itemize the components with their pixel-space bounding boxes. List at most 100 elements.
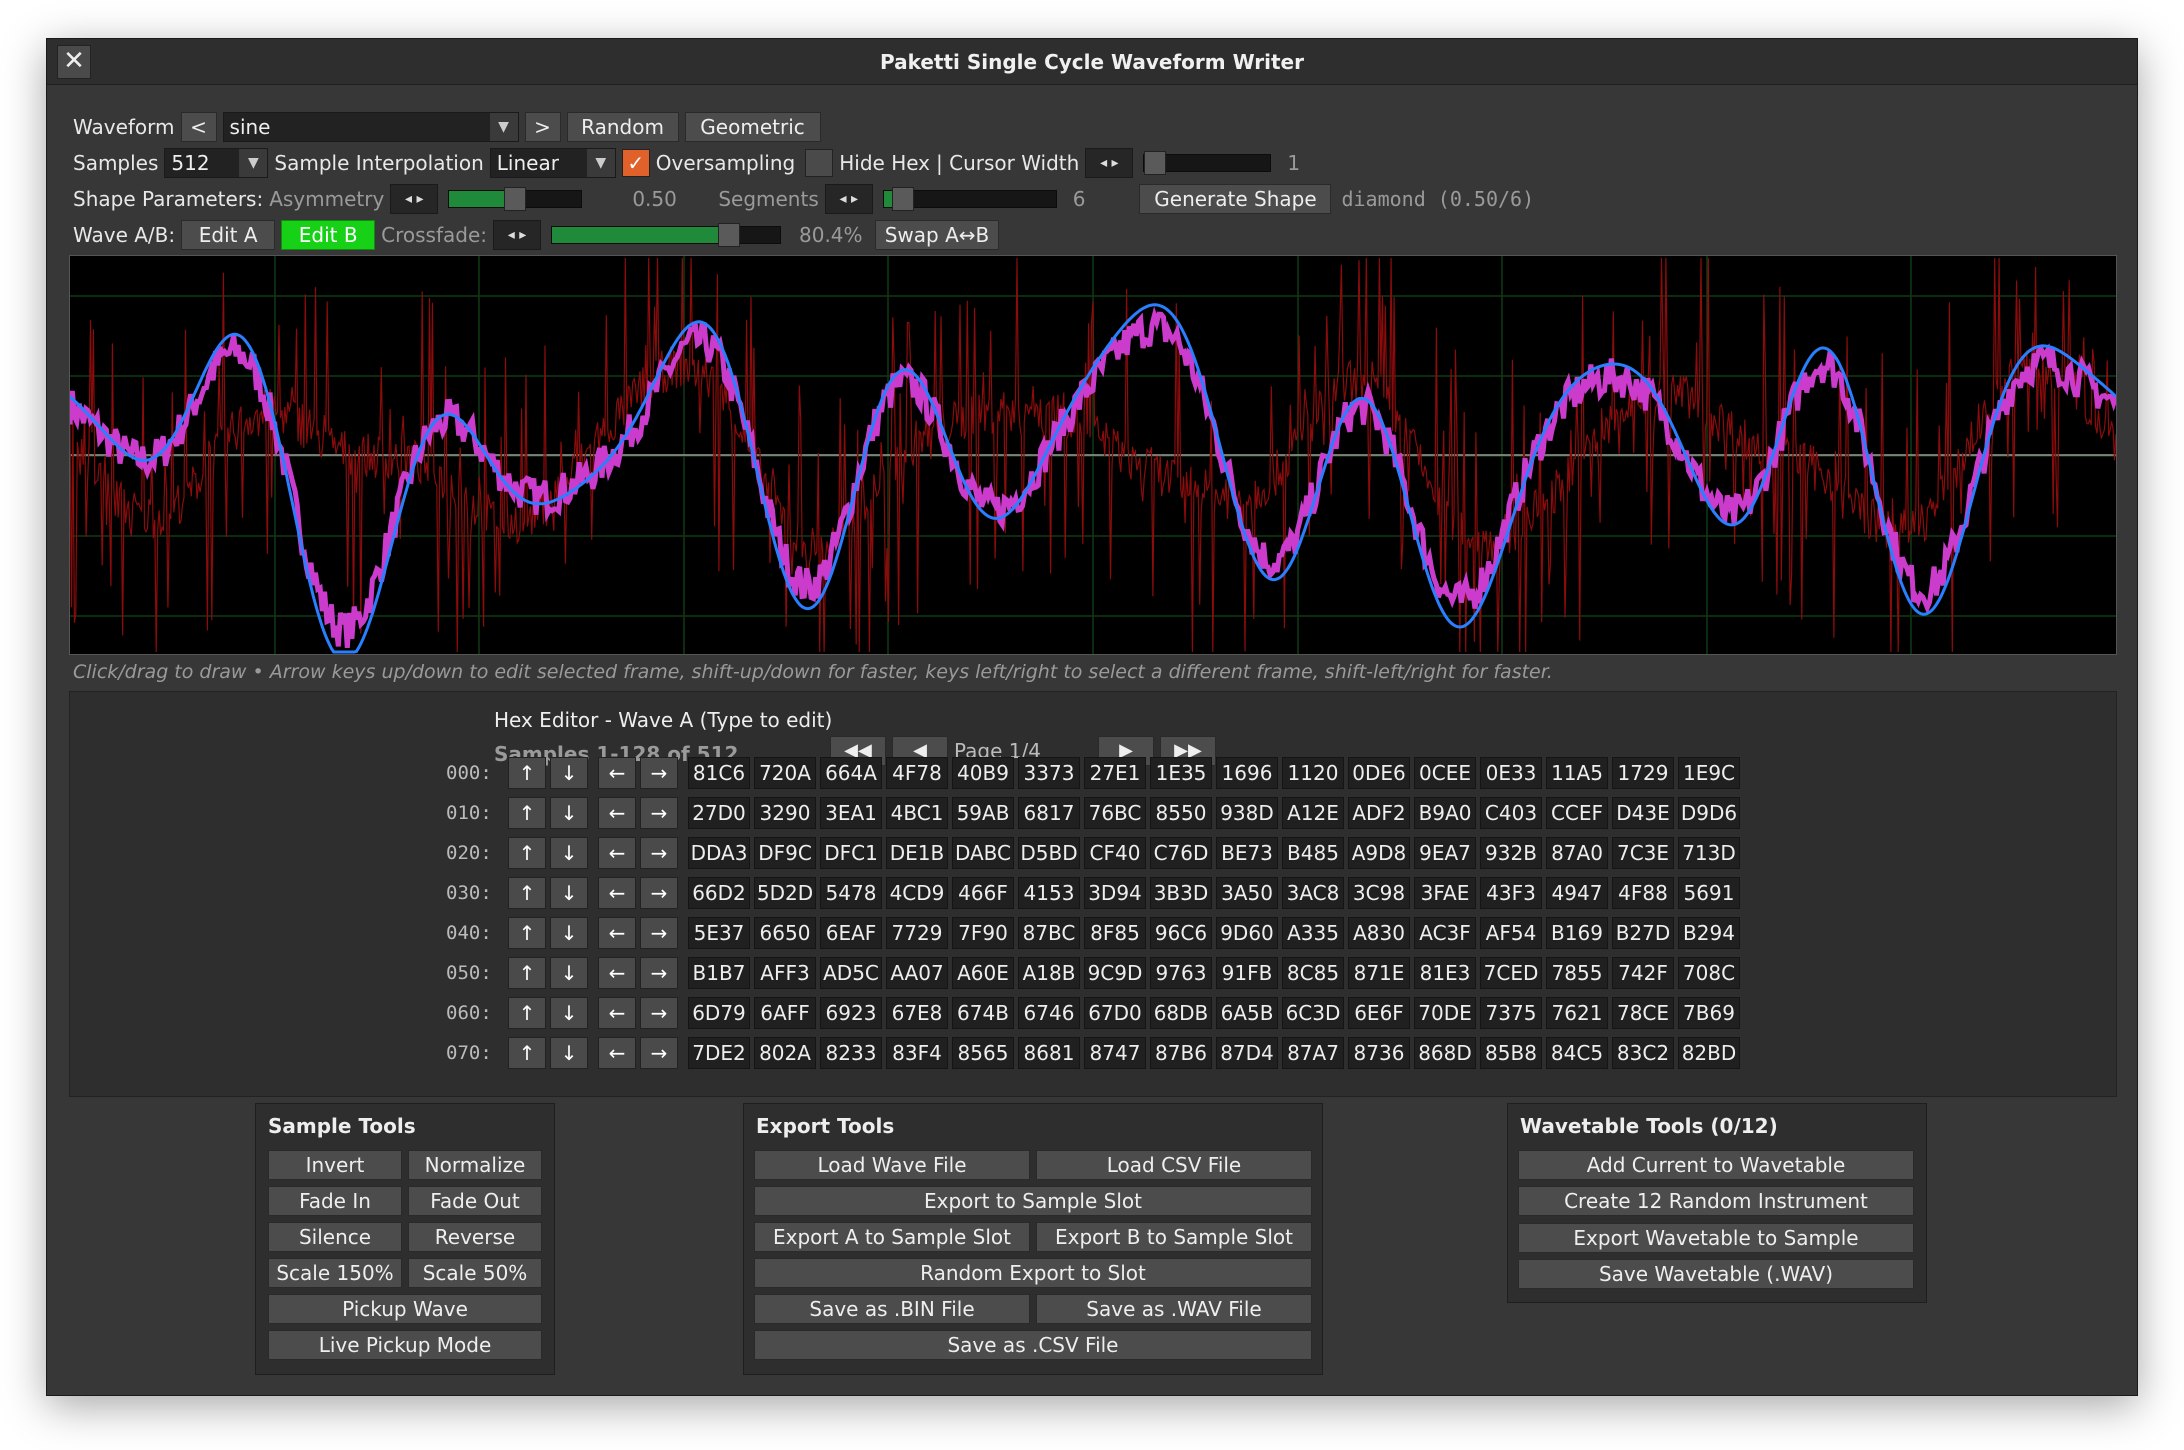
invert-button[interactable]: Invert bbox=[268, 1150, 402, 1180]
hex-cell[interactable]: 8550 bbox=[1150, 797, 1212, 829]
random-button[interactable]: Random bbox=[566, 112, 679, 142]
shift-right-button[interactable]: → bbox=[640, 1037, 678, 1069]
pickup-wave-button[interactable]: Pickup Wave bbox=[268, 1294, 542, 1324]
shift-left-button[interactable]: ← bbox=[598, 797, 636, 829]
waveform-canvas[interactable] bbox=[67, 255, 2119, 655]
hex-cell[interactable]: 713D bbox=[1678, 837, 1740, 869]
hex-cell[interactable]: 68DB bbox=[1150, 997, 1212, 1029]
hex-cell[interactable]: 8233 bbox=[820, 1037, 882, 1069]
hex-cell[interactable]: A830 bbox=[1348, 917, 1410, 949]
hex-cell[interactable]: 7375 bbox=[1480, 997, 1542, 1029]
export-a-button[interactable]: Export A to Sample Slot bbox=[754, 1222, 1030, 1252]
hex-cell[interactable]: 7DE2 bbox=[688, 1037, 750, 1069]
hex-cell[interactable]: 6AFF bbox=[754, 997, 816, 1029]
shift-left-button[interactable]: ← bbox=[598, 757, 636, 789]
decrease-button[interactable]: ↓ bbox=[550, 957, 588, 989]
hex-cell[interactable]: B294 bbox=[1678, 917, 1740, 949]
asymmetry-rotary[interactable]: ◂ ▸ bbox=[390, 184, 439, 214]
reverse-button[interactable]: Reverse bbox=[408, 1222, 542, 1252]
hex-cell[interactable]: 4BC1 bbox=[886, 797, 948, 829]
slider-knob[interactable] bbox=[1144, 151, 1167, 175]
hex-cell[interactable]: 8C85 bbox=[1282, 957, 1344, 989]
hex-cell[interactable]: 9C9D bbox=[1084, 957, 1146, 989]
random-export-button[interactable]: Random Export to Slot bbox=[754, 1258, 1312, 1288]
fade-in-button[interactable]: Fade In bbox=[268, 1186, 402, 1216]
hex-cell[interactable]: 67D0 bbox=[1084, 997, 1146, 1029]
cursor-width-rotary[interactable]: ◂ ▸ bbox=[1085, 148, 1134, 178]
hex-cell[interactable]: 6650 bbox=[754, 917, 816, 949]
hex-cell[interactable]: 708C bbox=[1678, 957, 1740, 989]
save-wav-button[interactable]: Save as .WAV File bbox=[1036, 1294, 1312, 1324]
shift-left-button[interactable]: ← bbox=[598, 917, 636, 949]
hex-cell[interactable]: 67E8 bbox=[886, 997, 948, 1029]
prev-waveform-button[interactable]: < bbox=[180, 112, 217, 142]
hex-cell[interactable]: 8F85 bbox=[1084, 917, 1146, 949]
crossfade-slider[interactable] bbox=[551, 223, 781, 247]
hex-cell[interactable]: 868D bbox=[1414, 1037, 1476, 1069]
hex-cell[interactable]: 6A5B bbox=[1216, 997, 1278, 1029]
hex-cell[interactable]: 76BC bbox=[1084, 797, 1146, 829]
generate-shape-button[interactable]: Generate Shape bbox=[1139, 184, 1332, 214]
hex-cell[interactable]: 84C5 bbox=[1546, 1037, 1608, 1069]
hex-cell[interactable]: 9763 bbox=[1150, 957, 1212, 989]
hex-cell[interactable]: A9D8 bbox=[1348, 837, 1410, 869]
crossfade-rotary[interactable]: ◂ ▸ bbox=[493, 220, 541, 250]
hex-cell[interactable]: 674B bbox=[952, 997, 1014, 1029]
hex-cell[interactable]: 3FAE bbox=[1414, 877, 1476, 909]
decrease-button[interactable]: ↓ bbox=[550, 877, 588, 909]
shift-left-button[interactable]: ← bbox=[598, 1037, 636, 1069]
hex-cell[interactable]: B9A0 bbox=[1414, 797, 1476, 829]
hex-cell[interactable]: 720A bbox=[754, 757, 816, 789]
hex-cell[interactable]: D43E bbox=[1612, 797, 1674, 829]
hex-cell[interactable]: 4947 bbox=[1546, 877, 1608, 909]
hex-cell[interactable]: 3AC8 bbox=[1282, 877, 1344, 909]
hex-cell[interactable]: 87D4 bbox=[1216, 1037, 1278, 1069]
hex-cell[interactable]: 3290 bbox=[754, 797, 816, 829]
increase-button[interactable]: ↑ bbox=[508, 757, 546, 789]
increase-button[interactable]: ↑ bbox=[508, 917, 546, 949]
hex-cell[interactable]: DE1B bbox=[886, 837, 948, 869]
hex-cell[interactable]: 78CE bbox=[1612, 997, 1674, 1029]
increase-button[interactable]: ↑ bbox=[508, 1037, 546, 1069]
hex-cell[interactable]: 87A0 bbox=[1546, 837, 1608, 869]
hex-cell[interactable]: 8736 bbox=[1348, 1037, 1410, 1069]
increase-button[interactable]: ↑ bbox=[508, 957, 546, 989]
hex-cell[interactable]: 7B69 bbox=[1678, 997, 1740, 1029]
next-waveform-button[interactable]: > bbox=[524, 112, 561, 142]
add-to-wavetable-button[interactable]: Add Current to Wavetable bbox=[1518, 1150, 1914, 1180]
hex-cell[interactable]: 6817 bbox=[1018, 797, 1080, 829]
hex-cell[interactable]: 0CEE bbox=[1414, 757, 1476, 789]
hex-cell[interactable]: AA07 bbox=[886, 957, 948, 989]
hex-cell[interactable]: 81C6 bbox=[688, 757, 750, 789]
decrease-button[interactable]: ↓ bbox=[550, 837, 588, 869]
swap-ab-button[interactable]: Swap A↔B bbox=[875, 220, 999, 250]
hex-cell[interactable]: A18B bbox=[1018, 957, 1080, 989]
hex-cell[interactable]: 0E33 bbox=[1480, 757, 1542, 789]
slider-knob[interactable] bbox=[891, 187, 914, 211]
export-wavetable-button[interactable]: Export Wavetable to Sample bbox=[1518, 1223, 1914, 1253]
hex-cell[interactable]: 9EA7 bbox=[1414, 837, 1476, 869]
hex-cell[interactable]: 87A7 bbox=[1282, 1037, 1344, 1069]
hex-cell[interactable]: 742F bbox=[1612, 957, 1674, 989]
save-bin-button[interactable]: Save as .BIN File bbox=[754, 1294, 1030, 1324]
hide-hex-checkbox[interactable] bbox=[805, 149, 834, 177]
hex-cell[interactable]: 932B bbox=[1480, 837, 1542, 869]
hex-cell[interactable]: 7CED bbox=[1480, 957, 1542, 989]
edit-b-button[interactable]: Edit B bbox=[281, 220, 376, 250]
hex-cell[interactable]: 4CD9 bbox=[886, 877, 948, 909]
hex-cell[interactable]: 5D2D bbox=[754, 877, 816, 909]
shift-right-button[interactable]: → bbox=[640, 997, 678, 1029]
hex-cell[interactable]: 91FB bbox=[1216, 957, 1278, 989]
hex-cell[interactable]: 3EA1 bbox=[820, 797, 882, 829]
decrease-button[interactable]: ↓ bbox=[550, 757, 588, 789]
hex-cell[interactable]: 8747 bbox=[1084, 1037, 1146, 1069]
normalize-button[interactable]: Normalize bbox=[408, 1150, 542, 1180]
live-pickup-button[interactable]: Live Pickup Mode bbox=[268, 1330, 542, 1360]
waveform-plot[interactable] bbox=[67, 256, 2119, 654]
hex-cell[interactable]: AD5C bbox=[820, 957, 882, 989]
asymmetry-slider[interactable] bbox=[448, 187, 583, 211]
hex-cell[interactable]: 3D94 bbox=[1084, 877, 1146, 909]
hex-cell[interactable]: DF9C bbox=[754, 837, 816, 869]
hex-cell[interactable]: 85B8 bbox=[1480, 1037, 1542, 1069]
hex-cell[interactable]: AF54 bbox=[1480, 917, 1542, 949]
